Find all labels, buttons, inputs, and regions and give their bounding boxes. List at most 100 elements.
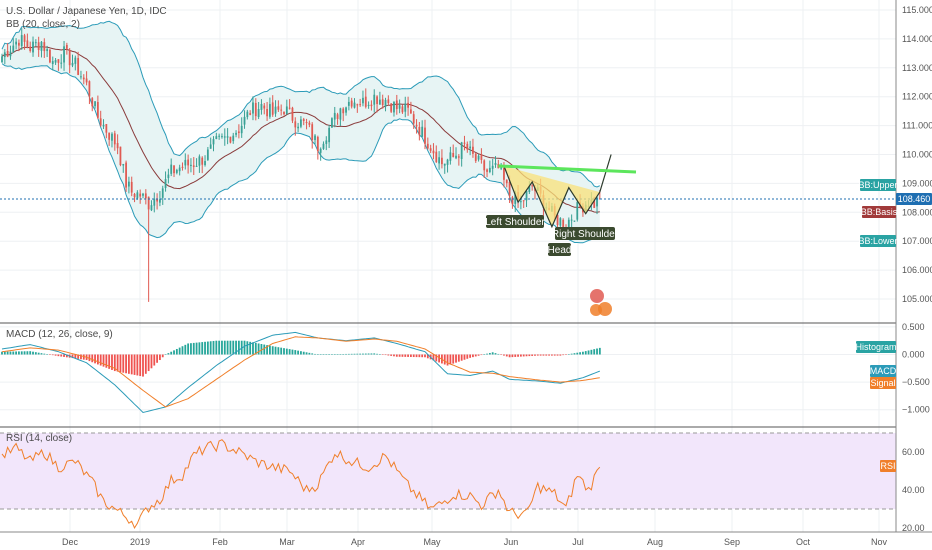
- candle-body: [212, 139, 215, 145]
- time-axis-label: Sep: [724, 537, 740, 547]
- macd-histogram-bar: [531, 354, 534, 356]
- candle-body: [161, 188, 164, 198]
- time-axis[interactable]: Dec 2019 Feb Mar Apr May Jun Jul Aug Sep Oct Nov: [62, 537, 888, 547]
- macd-axis-tick-label: −0.500: [902, 377, 930, 387]
- macd-histogram-bar: [435, 354, 438, 362]
- event-dot: [590, 304, 602, 316]
- price-axis-tick-label: 115.000: [902, 5, 932, 15]
- macd-histogram-bar: [229, 340, 232, 355]
- candle-body: [122, 164, 125, 166]
- macd-histogram-bar: [49, 354, 51, 355]
- candle-body: [474, 153, 477, 161]
- candle-body: [531, 185, 534, 187]
- candle-body: [472, 146, 474, 154]
- candle-body: [34, 42, 37, 44]
- macd-histogram-bar: [373, 353, 376, 355]
- candle-body: [105, 124, 108, 133]
- candle-body: [254, 102, 257, 117]
- candle-body: [167, 174, 170, 179]
- price-axis[interactable]: 105.000 106.000 107.000 108.000 109.000 110.0…: [902, 5, 932, 533]
- rsi-pane[interactable]: [0, 432, 896, 529]
- macd-histogram-bar: [452, 354, 455, 364]
- candle-body: [362, 97, 364, 104]
- macd-histogram-bar: [192, 342, 195, 355]
- rsi-title: RSI (14, close): [6, 433, 72, 444]
- candle-body: [173, 165, 175, 174]
- macd-histogram-bar: [271, 346, 274, 355]
- candle-body: [384, 99, 387, 107]
- candle-body: [283, 111, 285, 115]
- macd-histogram-bar: [536, 354, 539, 356]
- candle-body: [77, 58, 80, 75]
- macd-histogram-bar: [119, 354, 122, 373]
- macd-histogram-bar: [582, 351, 584, 355]
- price-axis-tick-label: 108.000: [902, 207, 932, 217]
- macd-histogram-bar: [285, 348, 288, 355]
- macd-histogram-bar: [497, 353, 500, 355]
- macd-pane[interactable]: [0, 326, 896, 414]
- macd-histogram-bar: [3, 351, 6, 355]
- candle-body: [139, 193, 142, 197]
- candle-body: [128, 181, 130, 187]
- macd-histogram-bar: [291, 349, 294, 355]
- candle-body: [398, 105, 401, 109]
- macd-histogram-bar: [269, 345, 271, 355]
- candle-body: [570, 219, 573, 221]
- macd-histogram-bar: [395, 354, 398, 357]
- candle-body: [235, 132, 237, 135]
- pattern-label: Left Shoulder: [485, 215, 545, 228]
- candle-body: [500, 167, 503, 169]
- candle-body: [190, 164, 192, 166]
- macd-histogram-bar: [108, 354, 111, 369]
- time-axis-label: Feb: [212, 537, 228, 547]
- macd-histogram-bar: [237, 340, 240, 355]
- macd-histogram-bar: [249, 341, 252, 355]
- time-axis-label: Dec: [62, 537, 79, 547]
- macd-histogram-bar: [77, 354, 80, 359]
- macd-histogram-bar: [32, 351, 34, 355]
- candle-body: [3, 52, 6, 58]
- macd-histogram-bar: [457, 354, 460, 362]
- macd-histogram-bar: [370, 353, 373, 355]
- candle-body: [356, 104, 359, 106]
- candle-body: [60, 62, 63, 64]
- macd-histogram-bar: [519, 354, 522, 357]
- candle-body: [378, 99, 381, 105]
- pattern-label-bg: [486, 215, 544, 228]
- macd-histogram-bar: [573, 353, 576, 355]
- macd-histogram-bar: [128, 354, 130, 374]
- macd-histogram-bar: [257, 343, 260, 355]
- candle-body: [483, 160, 486, 171]
- neckline-line[interactable]: [498, 164, 637, 174]
- candle-body: [257, 109, 260, 117]
- candle-body: [26, 40, 29, 47]
- macd-histogram-bar: [34, 352, 37, 355]
- candle-body: [305, 121, 308, 124]
- head-shoulders-pattern[interactable]: Left Shoulder Head Right Shoulder: [485, 154, 637, 257]
- candle-body: [49, 49, 51, 63]
- candle-body: [85, 78, 88, 83]
- rsi-grid: [0, 432, 896, 510]
- macd-histogram-bar: [263, 344, 266, 355]
- macd-histogram-bar: [266, 345, 268, 355]
- candle-body: [519, 201, 522, 203]
- candle-body: [322, 143, 325, 149]
- candle-body: [74, 57, 77, 64]
- calendar-events-icon[interactable]: [590, 289, 612, 316]
- macd-histogram-bar: [593, 349, 596, 355]
- price-axis-tick-label: 106.000: [902, 265, 932, 275]
- candle-body: [387, 99, 390, 104]
- candle-body: [466, 143, 469, 150]
- macd-histogram-bar: [139, 354, 142, 377]
- candle-body: [192, 165, 195, 167]
- macd-histogram-bar: [161, 354, 164, 358]
- macd-histogram-bar: [142, 354, 144, 377]
- macd-histogram-bar: [9, 351, 12, 355]
- macd-histogram-bar: [181, 346, 184, 355]
- candle-body: [446, 159, 449, 165]
- last-price-tag-bg: [896, 193, 932, 206]
- candle-body: [243, 116, 246, 125]
- candle-body: [336, 114, 339, 119]
- candle-body: [325, 140, 328, 144]
